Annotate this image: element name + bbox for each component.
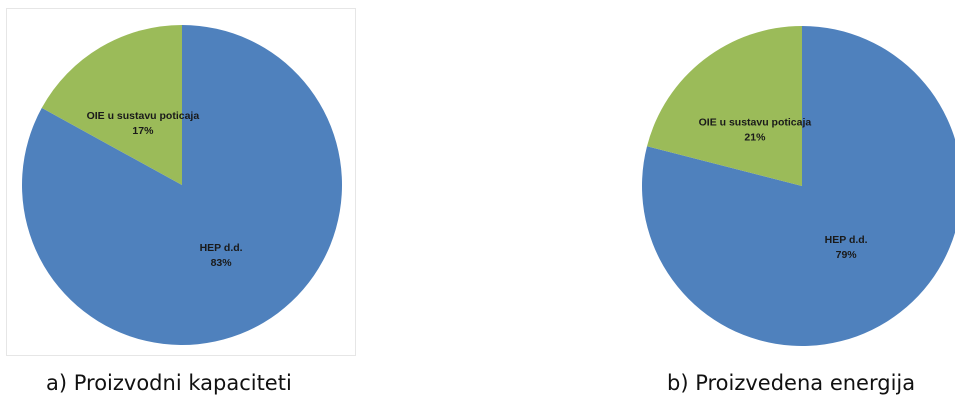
chart-b-slice-0 — [642, 26, 955, 346]
pie-chart-produced-energy: HEP d.d. 79% OIE u sustavu poticaja 21% — [630, 8, 955, 356]
chart-a-slice-0-label: HEP d.d. 83% — [200, 242, 243, 269]
chart-b-slice-0-label: HEP d.d. 79% — [825, 234, 868, 261]
chart-a-slice-1-label: OIE u sustavu poticaja 17% — [87, 110, 200, 137]
chart-b-slice-1-label: OIE u sustavu poticaja 21% — [699, 116, 812, 143]
chart-b-slice-1 — [647, 26, 802, 186]
pie-chart-a-canvas: HEP d.d. 83% OIE u sustavu poticaja 17% — [21, 25, 342, 345]
chart-b-caption: b) Proizvedena energija — [667, 371, 916, 395]
chart-a-slice-0 — [21, 25, 342, 345]
pie-chart-b-canvas: HEP d.d. 79% OIE u sustavu poticaja 21% — [642, 26, 955, 346]
pie-chart-production-capacity: HEP d.d. 83% OIE u sustavu poticaja 17% — [6, 8, 356, 356]
chart-a-slice-1 — [41, 25, 183, 185]
chart-a-caption: a) Proizvodni kapaciteti — [46, 371, 292, 395]
